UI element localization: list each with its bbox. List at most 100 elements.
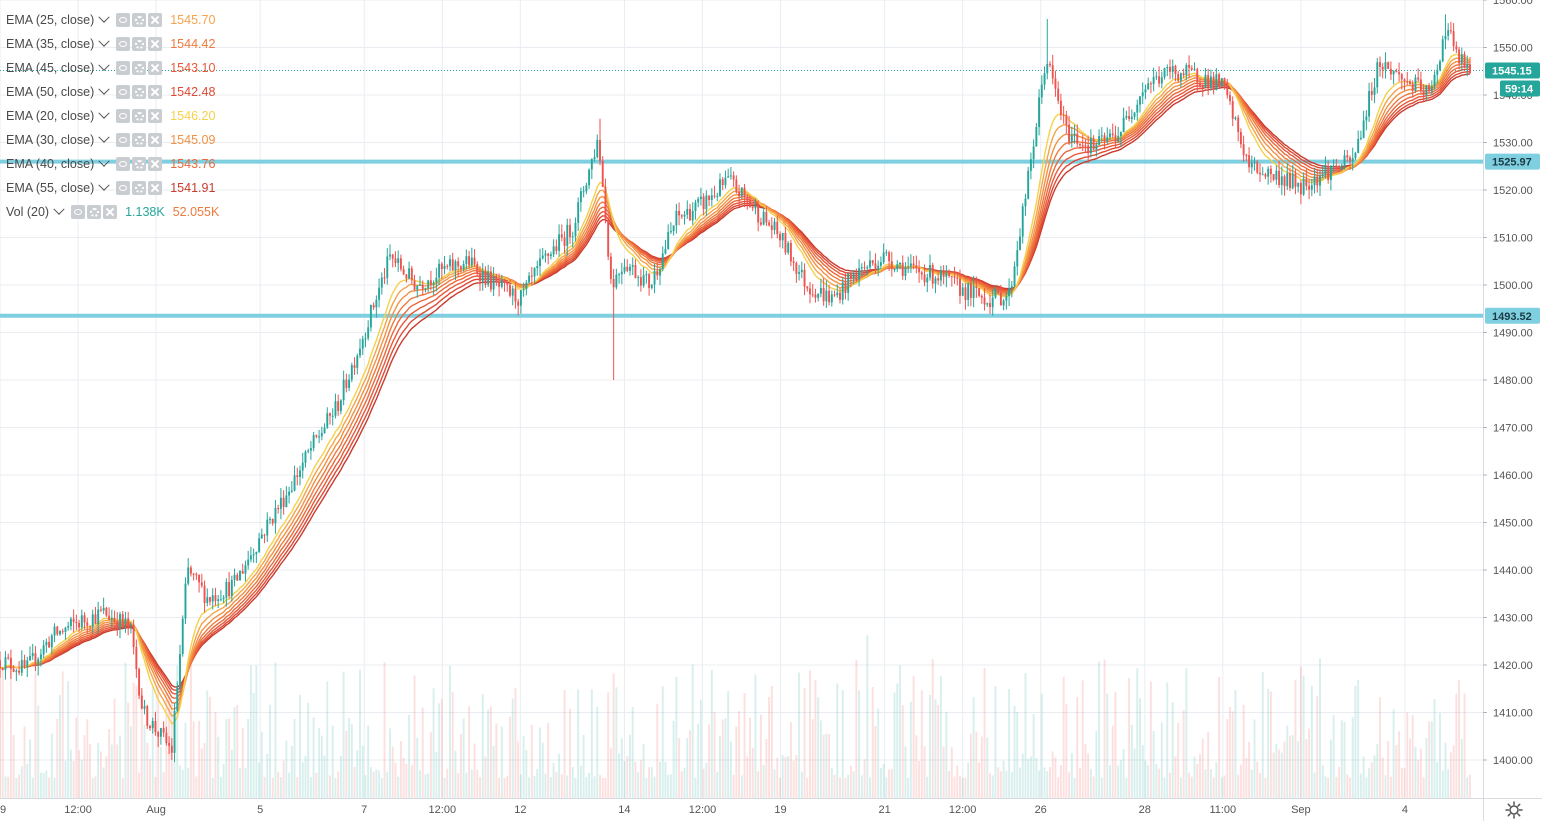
gear-icon[interactable] <box>87 205 102 219</box>
gear-icon[interactable] <box>132 133 147 147</box>
candle-body <box>1428 85 1431 92</box>
gear-icon[interactable] <box>132 157 147 171</box>
volume-bar <box>953 776 956 798</box>
legend-row-ema[interactable]: EMA (45, close) 1543.10 <box>6 56 219 80</box>
gear-icon[interactable] <box>132 13 147 27</box>
visibility-icon[interactable] <box>71 205 86 219</box>
indicator-name[interactable]: EMA (45, close) <box>6 61 95 75</box>
time-tick-label: 28 <box>1139 804 1151 816</box>
legend-row-ema[interactable]: EMA (40, close) 1543.76 <box>6 152 219 176</box>
candle-body <box>569 224 571 238</box>
gear-icon[interactable] <box>132 85 147 99</box>
volume-bar <box>852 771 855 798</box>
volume-bar <box>1054 757 1057 798</box>
close-icon[interactable] <box>148 109 163 123</box>
volume-bar <box>372 771 375 798</box>
candle-body <box>1076 133 1079 144</box>
candle-body <box>1286 173 1289 187</box>
volume-bar <box>1035 758 1038 798</box>
gear-icon[interactable] <box>132 109 147 123</box>
chart-settings-icon[interactable] <box>1504 800 1524 820</box>
visibility-icon[interactable] <box>116 85 131 99</box>
candle-body <box>53 626 56 636</box>
legend-row-ema[interactable]: EMA (35, close) 1544.42 <box>6 32 219 56</box>
close-icon[interactable] <box>148 61 163 75</box>
volume-bar <box>228 718 231 798</box>
visibility-icon[interactable] <box>116 133 131 147</box>
chevron-down-icon[interactable] <box>98 59 110 71</box>
volume-bar <box>626 756 629 798</box>
volume-bar <box>1359 773 1362 798</box>
volume-bar <box>470 769 473 798</box>
volume-bar <box>781 755 784 798</box>
candle-body <box>367 327 370 339</box>
indicator-name[interactable]: EMA (30, close) <box>6 133 95 147</box>
close-icon[interactable] <box>148 37 163 51</box>
legend-row-volume[interactable]: Vol (20) 1.138K 52.055K <box>6 200 219 224</box>
visibility-icon[interactable] <box>116 157 131 171</box>
close-icon[interactable] <box>148 157 163 171</box>
visibility-icon[interactable] <box>116 37 131 51</box>
candle-body <box>1005 296 1008 301</box>
volume-bar <box>247 718 250 798</box>
gear-icon[interactable] <box>132 181 147 195</box>
volume-bar <box>890 769 893 798</box>
close-icon[interactable] <box>148 85 163 99</box>
candle-body <box>806 286 809 289</box>
candle-body <box>860 267 863 269</box>
indicator-name[interactable]: Vol (20) <box>6 205 50 219</box>
volume-bar <box>759 714 762 798</box>
chevron-down-icon[interactable] <box>98 155 110 167</box>
chevron-down-icon[interactable] <box>98 11 110 23</box>
chevron-down-icon[interactable] <box>98 35 110 47</box>
volume-bar <box>367 725 370 798</box>
volume-bar <box>241 727 244 798</box>
legend-row-ema[interactable]: EMA (50, close) 1542.48 <box>6 80 219 104</box>
candle-body <box>1458 49 1461 64</box>
volume-bar <box>179 765 181 798</box>
chevron-down-icon[interactable] <box>53 203 65 215</box>
candle-body <box>1111 133 1114 136</box>
visibility-icon[interactable] <box>116 109 131 123</box>
volume-bar <box>383 662 386 798</box>
visibility-icon[interactable] <box>116 61 131 75</box>
chevron-down-icon[interactable] <box>98 83 110 95</box>
chevron-down-icon[interactable] <box>98 107 110 119</box>
legend-row-ema[interactable]: EMA (20, close) 1546.20 <box>6 104 219 128</box>
candle-body <box>558 234 561 251</box>
indicator-name[interactable]: EMA (50, close) <box>6 85 95 99</box>
indicator-name[interactable]: EMA (35, close) <box>6 37 95 51</box>
legend-row-ema[interactable]: EMA (55, close) 1541.91 <box>6 176 219 200</box>
candle-body <box>757 205 760 223</box>
legend-row-ema[interactable]: EMA (25, close) 1545.70 <box>6 8 219 32</box>
close-icon[interactable] <box>103 205 118 219</box>
candle-body <box>1038 97 1041 128</box>
indicator-name[interactable]: EMA (55, close) <box>6 181 95 195</box>
close-icon[interactable] <box>148 13 163 27</box>
indicator-name[interactable]: EMA (40, close) <box>6 157 95 171</box>
volume-bar <box>879 768 882 798</box>
gear-icon[interactable] <box>132 61 147 75</box>
volume-bar <box>1027 758 1030 798</box>
volume-bar <box>754 674 757 798</box>
candle-body <box>176 687 179 711</box>
volume-bar <box>99 751 102 798</box>
candle-body <box>1305 178 1308 186</box>
volume-bar <box>1370 762 1373 798</box>
chevron-down-icon[interactable] <box>98 131 110 143</box>
close-icon[interactable] <box>148 181 163 195</box>
visibility-icon[interactable] <box>116 181 131 195</box>
legend-row-ema[interactable]: EMA (30, close) 1545.09 <box>6 128 219 152</box>
close-icon[interactable] <box>148 133 163 147</box>
volume-bar <box>847 774 850 798</box>
candle-body <box>852 272 855 279</box>
volume-bar <box>249 665 252 798</box>
volume-bar <box>1400 767 1403 798</box>
indicator-name[interactable]: EMA (20, close) <box>6 109 95 123</box>
chevron-down-icon[interactable] <box>98 179 110 191</box>
candle-body <box>849 273 852 279</box>
gear-icon[interactable] <box>132 37 147 51</box>
visibility-icon[interactable] <box>116 13 131 27</box>
indicator-name[interactable]: EMA (25, close) <box>6 13 95 27</box>
